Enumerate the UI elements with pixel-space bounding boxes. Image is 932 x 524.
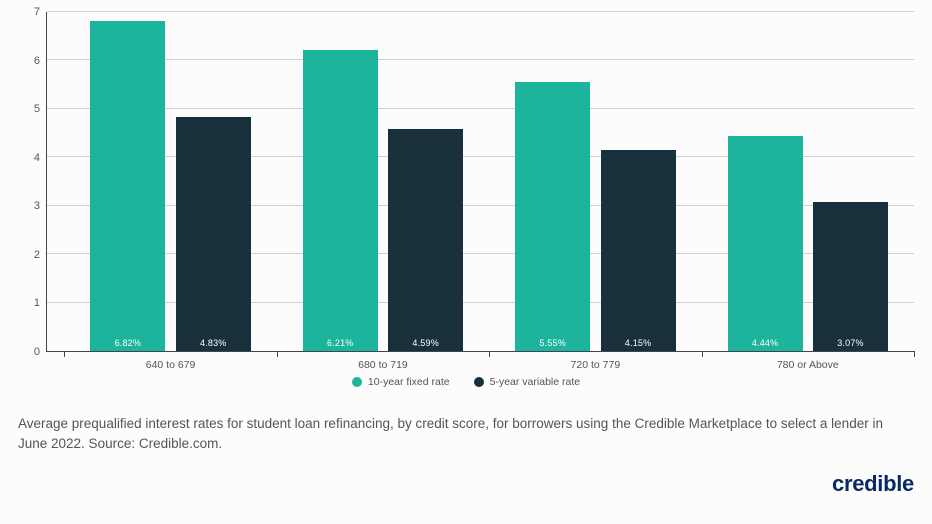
- bar-value-label: 3.07%: [813, 338, 888, 348]
- y-tick-label: 5: [34, 103, 40, 115]
- bar-value-label: 6.82%: [90, 338, 165, 348]
- x-category-label: 640 to 679: [146, 359, 196, 371]
- y-tick-label: 6: [34, 55, 40, 67]
- x-tick: [702, 351, 703, 357]
- brand-logo: credible: [18, 471, 914, 497]
- bar: 4.83%: [176, 117, 251, 351]
- grid-line: [47, 108, 914, 109]
- legend-swatch: [474, 377, 484, 387]
- bar: 3.07%: [813, 202, 888, 351]
- grid-line: [47, 59, 914, 60]
- legend-swatch: [352, 377, 362, 387]
- x-tick: [277, 351, 278, 357]
- bar: 6.21%: [303, 50, 378, 351]
- y-tick-label: 0: [34, 346, 40, 358]
- x-tick: [489, 351, 490, 357]
- x-category-label: 780 or Above: [777, 359, 839, 371]
- legend-label: 10-year fixed rate: [368, 376, 450, 388]
- y-tick-label: 7: [34, 6, 40, 18]
- x-category-label: 680 to 719: [358, 359, 408, 371]
- x-tick: [64, 351, 65, 357]
- legend: 10-year fixed rate 5-year variable rate: [18, 376, 914, 388]
- x-category-label: 720 to 779: [571, 359, 621, 371]
- chart: 01234567 640 to 6796.82%4.83%680 to 7196…: [18, 12, 914, 352]
- bar-value-label: 4.59%: [388, 338, 463, 348]
- bar: 4.44%: [728, 136, 803, 351]
- grid-line: [47, 11, 914, 12]
- legend-item: 10-year fixed rate: [352, 376, 450, 388]
- y-tick-label: 4: [34, 152, 40, 164]
- plot-area: 640 to 6796.82%4.83%680 to 7196.21%4.59%…: [46, 12, 914, 352]
- bar-value-label: 4.44%: [728, 338, 803, 348]
- chart-container: 0 1 2 3 4 5 6 7 640 to 679 6.82% 4.83% 680 to 719 6…: [0, 0, 932, 524]
- bar: 6.82%: [90, 21, 165, 351]
- bar: 4.15%: [601, 150, 676, 351]
- bar-value-label: 5.55%: [515, 338, 590, 348]
- legend-label: 5-year variable rate: [490, 376, 580, 388]
- y-tick-label: 1: [34, 297, 40, 309]
- bar-value-label: 6.21%: [303, 338, 378, 348]
- caption-text: Average prequalified interest rates for …: [18, 414, 898, 453]
- bar-value-label: 4.15%: [601, 338, 676, 348]
- legend-item: 5-year variable rate: [474, 376, 580, 388]
- y-axis: 01234567: [18, 12, 46, 352]
- bar-value-label: 4.83%: [176, 338, 251, 348]
- bar: 4.59%: [388, 129, 463, 351]
- bar: 5.55%: [515, 82, 590, 351]
- x-tick: [914, 351, 915, 357]
- y-tick-label: 3: [34, 200, 40, 212]
- y-tick-label: 2: [34, 249, 40, 261]
